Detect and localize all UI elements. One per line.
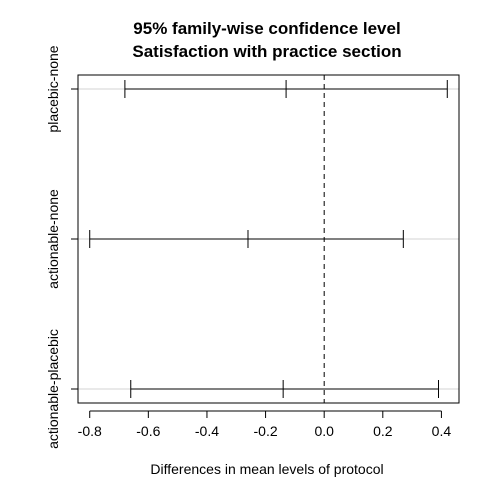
confidence-intervals xyxy=(89,80,448,398)
x-tick-label: -0.4 xyxy=(195,423,219,439)
x-tick-label: 0.0 xyxy=(314,423,334,439)
chart-subtitle: Satisfaction with practice section xyxy=(132,42,401,61)
x-axis: -0.8 -0.6 -0.4 -0.2 0.0 0.2 0.4 xyxy=(78,410,452,439)
chart-title: 95% family-wise confidence level xyxy=(133,19,400,38)
x-tick-label: -0.8 xyxy=(78,423,102,439)
x-tick-label: -0.6 xyxy=(136,423,160,439)
x-axis-label: Differences in mean levels of protocol xyxy=(150,461,383,477)
x-tick-label: 0.2 xyxy=(373,423,393,439)
interval-placebic-none xyxy=(124,80,448,98)
y-tick-label: placebic-none xyxy=(45,45,61,132)
y-axis: placebic-none actionable-none actionable-p… xyxy=(45,45,78,449)
y-tick-label: actionable-placebic xyxy=(45,329,61,449)
interval-actionable-placebic xyxy=(130,380,439,398)
x-tick-label: -0.2 xyxy=(254,423,278,439)
x-tick-label: 0.4 xyxy=(432,423,452,439)
y-tick-label: actionable-none xyxy=(45,189,61,289)
interval-actionable-none xyxy=(89,230,404,248)
